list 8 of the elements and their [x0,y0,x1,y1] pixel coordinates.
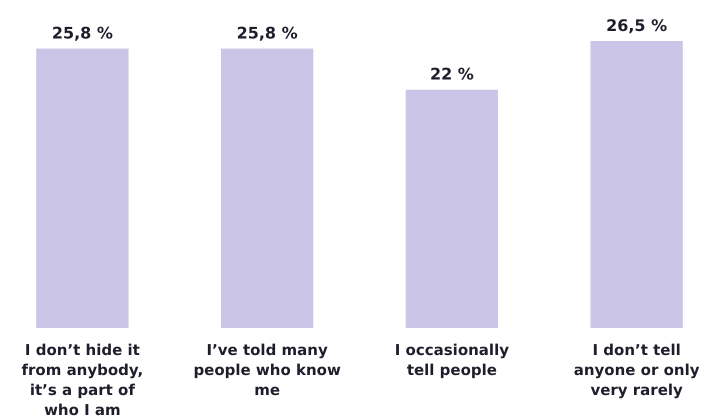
x-tick-label: I’ve told many people who know me [193,341,341,399]
x-tick-label: I don’t hide it from anybody, it’s a part of who I am [21,341,144,417]
data-label: 25,8 % [52,24,113,43]
data-label: 25,8 % [236,24,298,43]
data-label: 26,5 % [606,16,668,35]
x-tick-label: I don’t tell anyone or only very rarely [574,341,700,399]
x-tick-label: I occasionally tell people [394,341,510,379]
data-label: 22 % [430,64,474,84]
